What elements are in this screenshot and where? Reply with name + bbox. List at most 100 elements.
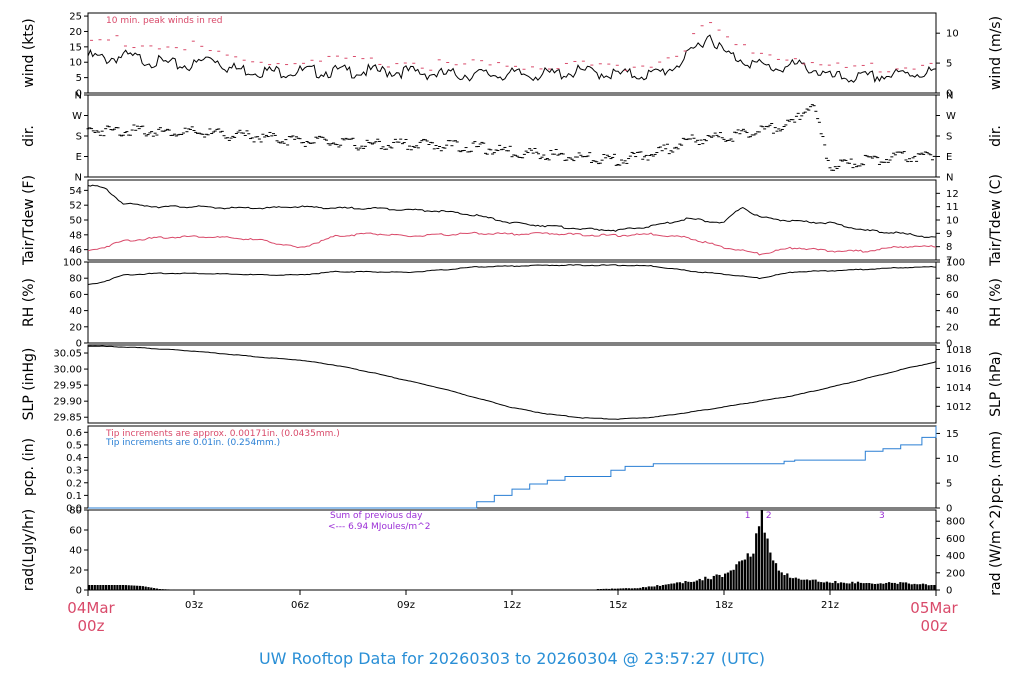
right-tick-label-pcp: 5 <box>946 479 952 490</box>
x-start-time: 00z <box>78 617 105 635</box>
radiation-bar <box>88 585 91 590</box>
radiation-bar <box>602 588 605 590</box>
radiation-bar <box>167 589 170 590</box>
radiation-bar <box>794 577 797 590</box>
left-tick-label-rad: 40 <box>69 546 82 557</box>
left-tick-label-dir: W <box>72 111 82 122</box>
radiation-marker: 2 <box>766 511 772 521</box>
radiation-bar <box>110 585 113 590</box>
radiation-bar <box>904 582 908 590</box>
right-tick-label-slp: 1018 <box>946 345 971 356</box>
radiation-bar <box>673 583 676 590</box>
radiation-bar <box>130 585 133 590</box>
precip-annotation-blue: Tip increments are 0.01in. (0.254mm.) <box>105 438 280 448</box>
x-tick-label: 06z <box>291 600 309 611</box>
radiation-bar <box>150 587 153 590</box>
radiation-bar <box>890 582 894 590</box>
radiation-bar <box>675 582 679 590</box>
radiation-bar <box>854 583 857 590</box>
radiation-bar <box>772 560 775 590</box>
radiation-bar <box>789 577 792 590</box>
radiation-bar <box>698 578 701 590</box>
radiation-bar <box>639 587 642 590</box>
radiation-bar <box>169 589 173 590</box>
y-axis-label-rad: rad(Lgly/hr) <box>21 509 37 591</box>
radiation-bar <box>630 588 633 590</box>
left-tick-label-temp: 48 <box>69 230 82 241</box>
radiation-bar <box>879 583 882 590</box>
radiation-bar <box>791 578 795 590</box>
radiation-bar <box>845 583 848 590</box>
radiation-bar <box>746 553 749 590</box>
right-tick-label-rh: 0 <box>946 339 952 350</box>
radiation-bar <box>158 589 161 590</box>
radiation-bar <box>133 585 136 590</box>
right-tick-label-temp: 12 <box>946 189 959 200</box>
radiation-bar <box>760 510 764 590</box>
radiation-bar <box>667 584 670 590</box>
radiation-bar <box>605 588 608 590</box>
radiation-bar <box>124 585 128 590</box>
radiation-bar <box>837 583 840 590</box>
left-tick-label-dir: E <box>76 152 82 163</box>
radiation-bar <box>927 585 930 590</box>
right-tick-label-wind: 5 <box>946 59 952 70</box>
left-tick-label-rad: 80 <box>69 506 82 517</box>
radiation-bar <box>127 585 130 590</box>
radiation-bar <box>831 582 834 590</box>
y-axis-label-right-slp: SLP (hPa) <box>988 351 1004 417</box>
right-tick-label-temp: 11 <box>946 202 959 213</box>
panel-frame-slp <box>87 344 937 424</box>
radiation-bar <box>715 574 718 590</box>
radiation-bar <box>636 588 639 590</box>
radiation-bar <box>919 584 922 590</box>
radiation-bar <box>690 582 693 590</box>
y-axis-label-pcp: pcp. (in) <box>21 438 37 496</box>
right-tick-label-rh: 60 <box>946 290 959 301</box>
radiation-bar <box>613 588 617 590</box>
left-tick-label-rh: 60 <box>69 290 82 301</box>
radiation-bar <box>780 572 783 590</box>
radiation-bar <box>913 583 916 590</box>
right-tick-label-temp: 7 <box>946 256 952 267</box>
right-tick-label-wind: 0 <box>946 89 952 100</box>
x-tick-label: 18z <box>715 600 733 611</box>
radiation-bar <box>896 583 899 590</box>
right-tick-label-rad: 800 <box>946 517 965 528</box>
radiation-bar <box>924 584 927 590</box>
left-tick-label-pcp: 0.3 <box>66 466 82 477</box>
radiation-bar <box>755 533 758 590</box>
left-tick-label-wind: 25 <box>69 12 82 23</box>
radiation-bar <box>800 579 803 590</box>
right-tick-label-temp: 8 <box>946 242 952 253</box>
left-tick-label-rh: 40 <box>69 306 82 317</box>
radiation-bar <box>642 587 645 590</box>
left-tick-label-temp: 54 <box>69 186 82 197</box>
radiation-bar <box>743 559 747 590</box>
left-tick-label-slp: 29.95 <box>53 381 82 392</box>
radiation-bar <box>752 553 755 590</box>
radiation-bar <box>808 580 812 590</box>
radiation-bar <box>647 586 650 590</box>
radiation-bar <box>811 579 814 590</box>
wind-annotation: 10 min. peak winds in red <box>106 16 223 26</box>
right-tick-label-pcp: 15 <box>946 429 959 440</box>
left-tick-label-rh: 0 <box>76 339 82 350</box>
radiation-bar <box>803 579 806 590</box>
radiation-marker: 3 <box>879 511 885 521</box>
series-line-Tdew <box>87 231 937 256</box>
series-line-SLP <box>87 345 937 420</box>
footer-title: UW Rooftop Data for 20260303 to 20260304… <box>258 649 766 668</box>
x-end-time: 00z <box>921 617 948 635</box>
radiation-bar <box>729 570 732 590</box>
x-start-date: 04Mar <box>67 599 115 617</box>
right-tick-label-rh: 100 <box>946 258 965 269</box>
y-axis-label-temp: Tair/Tdew (F) <box>21 175 37 266</box>
radiation-sum-value: <--- 6.94 MJoules/m^2 <box>328 522 430 532</box>
right-tick-label-dir: N <box>946 173 953 184</box>
x-tick-label: 12z <box>503 600 521 611</box>
radiation-bar <box>692 581 696 590</box>
radiation-bar <box>851 581 854 590</box>
radiation-bar <box>865 583 868 590</box>
precip-annotation-red: Tip increments are approx. 0.00171in. (0… <box>105 429 340 439</box>
